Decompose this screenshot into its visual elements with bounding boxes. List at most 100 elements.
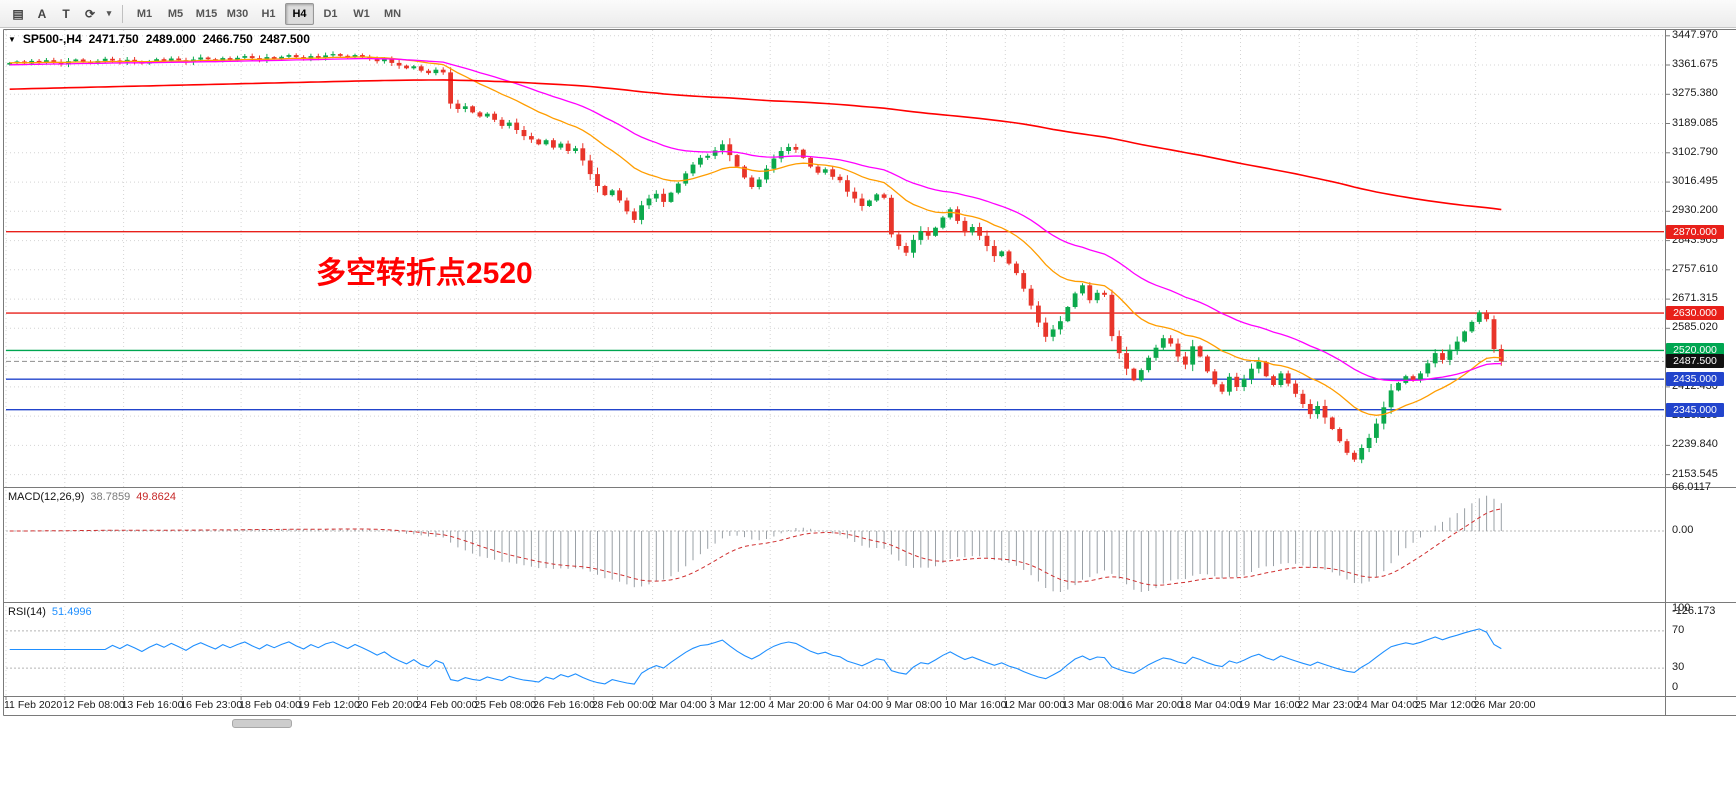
toolbar: ▤ A T ⟳ ▾ M1 M5 M15 M30 H1 H4 D1 W1 MN [0,0,1736,28]
rsi-line [9,628,1502,685]
ohlc-low: 2466.750 [202,32,253,46]
time-axis-label: 2 Mar 04:00 [650,699,707,711]
time-axis-label: 22 Mar 23:00 [1297,699,1360,711]
time-axis-label: 26 Feb 16:00 [533,699,595,711]
time-axis-label: 26 Mar 20:00 [1473,699,1536,711]
timeframe-M1[interactable]: M1 [136,7,153,20]
time-axis-label: 20 Feb 20:00 [356,699,419,711]
refresh-tool-icon[interactable]: ⟳ [84,6,96,21]
rsi-axis-label: 70 [1672,623,1685,636]
macd-axis-label: 0.00 [1672,524,1694,537]
macd-name: MACD(12,26,9) [8,491,85,503]
timeframe-W1[interactable]: W1 [353,7,370,20]
price-axis-label: 2153.545 [1672,467,1718,480]
price-axis-label: 3016.495 [1672,175,1718,188]
time-axis-label: 12 Feb 08:00 [62,699,125,711]
macd-axis-label: -126.173 [1672,605,1716,618]
time-axis-label: 19 Mar 16:00 [1238,699,1301,711]
moving-average-fast [9,56,1502,416]
price-axis[interactable]: 3447.970 3361.675 3275.380 3189.085 3102.790… [1666,28,1736,716]
chart-annotation-text[interactable]: 多空转折点2520 [316,257,533,290]
chevron-down-icon[interactable]: ▾ [106,8,112,18]
time-axis-label: 24 Feb 00:00 [415,699,478,711]
rsi-value: 51.4996 [51,606,92,618]
time-axis-label: 25 Mar 12:00 [1414,699,1477,711]
macd-axis-label: 66.0117 [1672,481,1711,494]
price-level-badge: 2435.000 [1666,372,1724,387]
ohlc-high: 2489.000 [145,32,196,46]
time-axis-label: 19 Feb 12:00 [297,699,360,711]
time-axis[interactable]: 11 Feb 2020 12 Feb 08:00 13 Feb 16:00 16 Fe… [0,697,1664,715]
time-axis-label: 25 Feb 08:00 [474,699,537,711]
moving-average-slow [9,79,1502,211]
macd-signal-value: 49.8624 [136,491,176,503]
time-axis-label: 18 Mar 04:00 [1179,699,1242,711]
horizontal-levels [6,230,1664,411]
toolbar-tools: ▤ A T ⟳ ▾ [6,3,116,25]
timeframe-MN[interactable]: MN [383,7,402,20]
time-axis-label: 9 Mar 08:00 [885,699,942,711]
toolbar-separator [122,4,123,23]
moving-average-mid [9,57,1502,382]
timeframe-H1[interactable]: H1 [261,7,276,20]
timeframe-H4[interactable]: H4 [285,2,314,25]
candlestick-series [7,51,1504,464]
rsi-name: RSI(14) [8,606,46,618]
time-axis-label: 12 Mar 00:00 [1003,699,1066,711]
time-axis-label: 11 Feb 2020 [4,699,63,711]
price-axis-label: 3275.380 [1672,87,1718,100]
timeframe-D1[interactable]: D1 [323,7,338,20]
macd-label: MACD(12,26,9) 38.7859 49.8624 [8,491,176,503]
price-level-badge: 2520.000 [1666,343,1724,358]
text-tool-icon[interactable]: A [37,6,47,21]
time-axis-label: 10 Mar 16:00 [944,699,1007,711]
current-price-badge: 2487.500 [1666,354,1724,369]
rsi-axis-label: 100 [1672,602,1691,614]
time-axis-label: 16 Feb 23:00 [180,699,243,711]
price-axis-label: 2585.020 [1672,321,1718,334]
rsi-axis-label: 0 [1672,681,1679,693]
time-axis-label: 4 Mar 20:00 [768,699,825,711]
price-axis-label: 2671.315 [1672,292,1718,305]
chart-grid-icon[interactable]: ▤ [12,6,24,21]
time-axis-label: 3 Mar 12:00 [709,699,766,711]
price-axis-label: 2930.200 [1672,204,1718,217]
timeframe-M5[interactable]: M5 [167,7,184,20]
timeframe-M30[interactable]: M30 [226,7,249,20]
price-level-badge: 2630.000 [1666,306,1724,321]
rsi-label: RSI(14) 51.4996 [8,606,92,618]
timeframe-M15[interactable]: M15 [195,7,218,20]
price-axis-label: 3361.675 [1672,58,1718,71]
chart-title: ▼ SP500-,H4 2471.750 2489.000 2466.750 2… [8,32,310,46]
timeframe-buttons: M1 M5 M15 M30 H1 H4 D1 W1 MN [129,2,408,25]
time-axis-label: 24 Mar 04:00 [1356,699,1418,711]
horizontal-scrollbar-thumb[interactable] [232,719,292,728]
text-frame-tool-icon[interactable]: T [62,6,70,21]
chart-dropdown-icon[interactable]: ▼ [8,34,16,44]
panel-frame [3,29,1736,716]
time-axis-label: 13 Mar 08:00 [1062,699,1124,711]
ohlc-close: 2487.500 [259,32,310,46]
price-axis-label: 3189.085 [1672,116,1718,129]
macd-main-value: 38.7859 [90,491,131,503]
price-level-badge: 2345.000 [1666,402,1724,417]
time-axis-label: 13 Feb 16:00 [121,699,184,711]
symbol-period-label: SP500-,H4 [22,32,82,46]
time-axis-label: 16 Mar 20:00 [1120,699,1183,711]
rsi-axis-label: 30 [1672,661,1685,674]
macd-signal-line [9,508,1502,586]
time-axis-label: 28 Feb 00:00 [591,699,654,711]
ohlc-open: 2471.750 [88,32,139,46]
price-axis-label: 3447.970 [1672,28,1718,41]
time-axis-label: 6 Mar 04:00 [826,699,884,711]
price-level-badge: 2870.000 [1666,224,1724,239]
price-axis-label: 2757.610 [1672,262,1718,275]
grid [5,30,1664,696]
price-axis-label: 2239.840 [1672,438,1718,451]
price-axis-label: 3102.790 [1672,145,1718,158]
macd-histogram [16,495,1502,592]
time-axis-label: 18 Feb 04:00 [239,699,302,711]
